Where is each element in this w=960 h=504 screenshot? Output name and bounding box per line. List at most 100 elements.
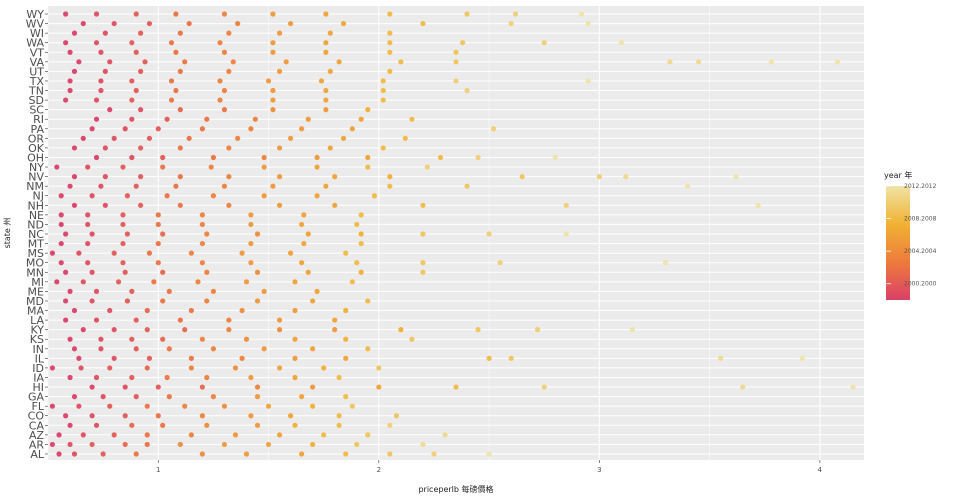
- y-tick-label: FL: [32, 400, 45, 413]
- data-point: [204, 422, 210, 428]
- data-point: [270, 40, 276, 46]
- data-point: [138, 107, 144, 113]
- data-point: [226, 68, 232, 74]
- data-point: [138, 174, 144, 180]
- data-point: [235, 135, 241, 141]
- data-point: [486, 355, 492, 361]
- data-point: [358, 116, 364, 122]
- data-point: [71, 174, 78, 180]
- data-point: [208, 164, 214, 170]
- data-point: [71, 394, 78, 400]
- data-point: [519, 174, 525, 180]
- data-point: [718, 355, 724, 361]
- data-point: [177, 30, 183, 36]
- data-point: [343, 451, 349, 457]
- data-point: [89, 441, 95, 448]
- data-point: [146, 250, 153, 256]
- data-point: [420, 269, 426, 275]
- data-point: [283, 59, 289, 65]
- data-point: [85, 221, 91, 228]
- data-point: [166, 346, 172, 352]
- data-point: [122, 269, 128, 275]
- y-tick-label: MA: [27, 305, 44, 318]
- data-point: [133, 11, 139, 17]
- data-point: [243, 336, 250, 342]
- data-point: [314, 288, 320, 294]
- data-point: [305, 269, 311, 275]
- data-point: [323, 11, 329, 17]
- y-tick-label: MS: [28, 247, 44, 260]
- data-point: [684, 183, 691, 189]
- data-point: [107, 59, 113, 65]
- data-point: [155, 221, 161, 228]
- data-point: [93, 422, 100, 428]
- data-point: [327, 68, 333, 74]
- data-point: [63, 97, 69, 103]
- data-point: [188, 365, 194, 371]
- data-point: [420, 260, 426, 266]
- data-point: [243, 279, 250, 285]
- data-point: [71, 68, 78, 74]
- data-point: [210, 346, 217, 352]
- data-point: [270, 107, 276, 113]
- data-point: [299, 126, 305, 132]
- data-point: [173, 11, 179, 17]
- y-tick-label: AZ: [29, 429, 45, 442]
- data-point: [248, 126, 254, 132]
- data-point: [155, 240, 161, 247]
- data-point: [155, 260, 161, 266]
- data-point: [310, 346, 316, 352]
- data-point: [310, 441, 316, 448]
- data-point: [71, 346, 78, 352]
- data-point: [323, 107, 329, 113]
- data-point: [98, 346, 104, 352]
- data-point: [210, 193, 217, 199]
- data-point: [292, 374, 298, 381]
- data-point: [120, 221, 126, 228]
- data-point: [71, 30, 78, 36]
- data-point: [402, 135, 408, 141]
- data-point: [332, 317, 338, 323]
- data-point: [204, 269, 210, 275]
- data-point: [563, 202, 569, 208]
- data-point: [67, 288, 73, 294]
- x-axis-title: priceperlb 每磅價格: [418, 484, 493, 494]
- data-point: [358, 240, 364, 247]
- data-point: [93, 40, 100, 46]
- data-point: [387, 40, 393, 46]
- data-point: [120, 240, 126, 247]
- data-point: [80, 432, 86, 438]
- data-point: [343, 355, 349, 361]
- data-point: [336, 422, 342, 428]
- data-point: [541, 40, 547, 46]
- data-point: [380, 97, 386, 103]
- data-point: [323, 49, 329, 55]
- data-point: [221, 49, 228, 55]
- data-point: [248, 260, 254, 266]
- data-point: [217, 97, 223, 103]
- data-point: [314, 164, 320, 170]
- data-point: [733, 174, 739, 180]
- data-point: [129, 40, 135, 46]
- data-point: [318, 78, 325, 84]
- data-point: [252, 116, 258, 122]
- data-point: [365, 298, 371, 304]
- data-point: [292, 307, 298, 314]
- data-point: [133, 451, 139, 457]
- data-point: [596, 174, 602, 180]
- data-point: [354, 221, 360, 228]
- data-point: [490, 126, 497, 132]
- data-point: [340, 20, 347, 27]
- data-point: [124, 231, 130, 237]
- data-point: [67, 422, 73, 428]
- y-tick-label: TX: [29, 75, 45, 88]
- data-point: [133, 394, 139, 400]
- data-point: [111, 432, 117, 438]
- y-tick-label: SC: [29, 104, 44, 117]
- data-point: [464, 87, 470, 94]
- data-point: [199, 384, 205, 390]
- data-point: [80, 279, 86, 285]
- data-point: [235, 20, 241, 27]
- data-point: [80, 327, 86, 333]
- data-point: [365, 154, 371, 161]
